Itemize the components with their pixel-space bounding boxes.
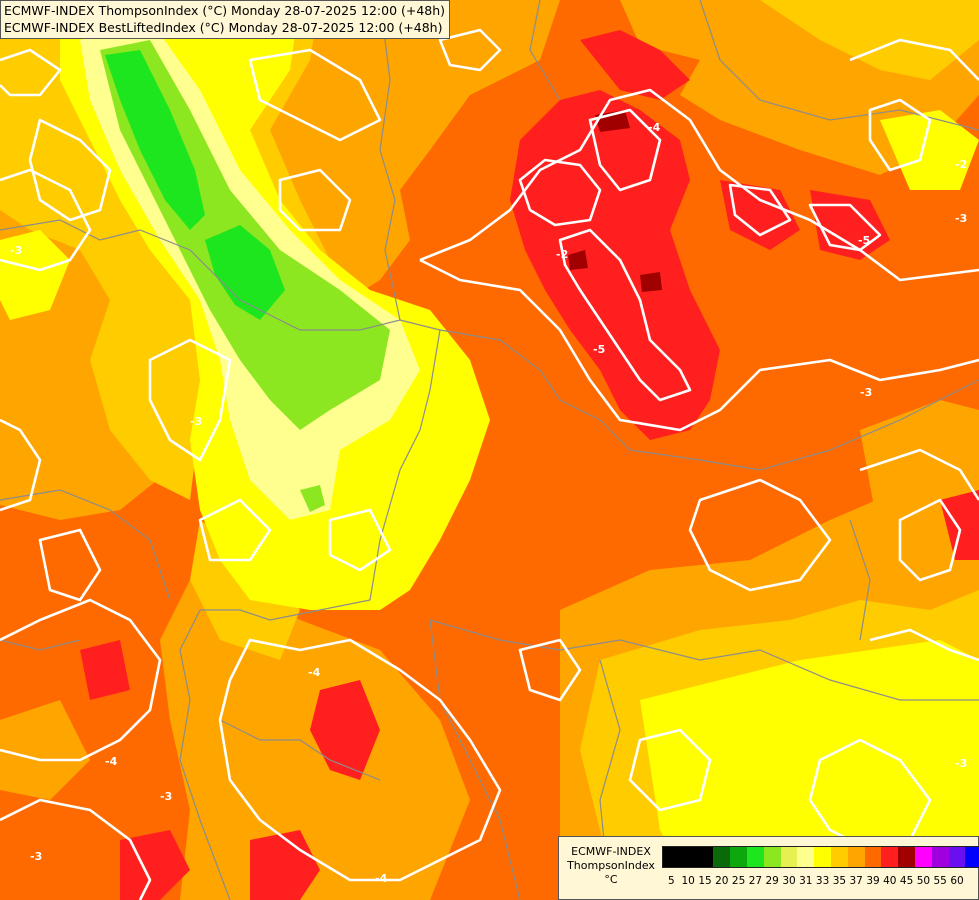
legend-tick-label: 40 [883, 875, 897, 887]
contour-label: -5 [593, 343, 605, 356]
contour-label: -5 [858, 234, 870, 247]
legend-tick-label: 50 [916, 875, 931, 887]
contour-label: -3 [30, 850, 42, 863]
title-thompson-index: ECMWF-INDEX ThompsonIndex (°C) Monday 28… [4, 3, 446, 18]
legend-tick-label: 10 [681, 875, 695, 887]
legend-ticks: 5 10 15 20 25 27 29 30 31 33 35 37 39 40 45 50 55 60 [662, 875, 979, 889]
contour-label: -3 [160, 790, 172, 803]
legend-title: ECMWF-INDEX ThompsonIndex °C [563, 845, 659, 887]
legend-tick-label: 31 [799, 875, 813, 887]
field-red-39 [80, 30, 979, 900]
legend-tick-label: 37 [849, 875, 863, 887]
legend-tick-label: 33 [815, 875, 830, 887]
legend-swatch [679, 847, 697, 867]
legend-tick-label: 25 [731, 875, 746, 887]
contour-label: -2 [955, 158, 967, 171]
contour-label: -4 [105, 755, 118, 768]
contour-label: -4 [375, 872, 388, 885]
legend-tick-label: 20 [715, 875, 729, 887]
legend-swatch [780, 847, 798, 867]
contour-label: -2 [556, 248, 568, 261]
legend-swatch [746, 847, 764, 867]
legend-swatch [898, 847, 915, 867]
legend-tick-label: 27 [748, 875, 763, 887]
contour-label: -4 [308, 666, 321, 679]
legend-swatch [847, 847, 865, 867]
map-title: ECMWF-INDEX ThompsonIndex (°C) Monday 28… [0, 0, 451, 39]
legend-swatch [881, 847, 899, 867]
legend-swatch [730, 847, 747, 867]
contour-label: -3 [10, 244, 22, 257]
legend-tick-label: 15 [698, 875, 712, 887]
field-green-27 [105, 50, 285, 320]
legend-swatch [663, 847, 680, 867]
legend-tick-label: 60 [950, 875, 964, 887]
color-legend: ECMWF-INDEX ThompsonIndex °C 5 10 15 20 25 27… [558, 836, 979, 900]
legend-tick-label: 45 [899, 875, 914, 887]
legend-variable: ThompsonIndex [567, 859, 655, 872]
legend-swatch [713, 847, 731, 867]
legend-swatch [965, 847, 979, 867]
legend-tick-label: 30 [782, 875, 796, 887]
legend-swatch [914, 847, 932, 867]
legend-swatch [948, 847, 966, 867]
contour-labels: -4 -2 -5 -3 -2 -3 -3 -5 -3 -3 -4 -3 -4 -… [10, 121, 967, 885]
legend-swatch [814, 847, 831, 867]
legend-unit: °C [604, 873, 618, 886]
legend-swatch [931, 847, 949, 867]
legend-model: ECMWF-INDEX [571, 845, 651, 858]
legend-swatches [662, 846, 979, 868]
contour-label: -3 [190, 415, 202, 428]
contour-label: -4 [648, 121, 661, 134]
legend-tick-label: 55 [933, 875, 947, 887]
legend-swatch [864, 847, 882, 867]
legend-tick-label: 29 [765, 875, 779, 887]
legend-swatch [830, 847, 848, 867]
legend-tick-label: 35 [832, 875, 847, 887]
bestlifted-contours [0, 28, 979, 900]
contour-label: -3 [955, 757, 967, 770]
contour-label: -3 [955, 212, 967, 225]
contour-label: -3 [860, 386, 872, 399]
legend-swatch [696, 847, 714, 867]
legend-tick-label: 5 [668, 875, 675, 887]
legend-swatch [763, 847, 781, 867]
legend-tick-label: 39 [866, 875, 880, 887]
title-best-lifted-index: ECMWF-INDEX BestLiftedIndex (°C) Monday … [4, 20, 443, 35]
legend-swatch [797, 847, 815, 867]
